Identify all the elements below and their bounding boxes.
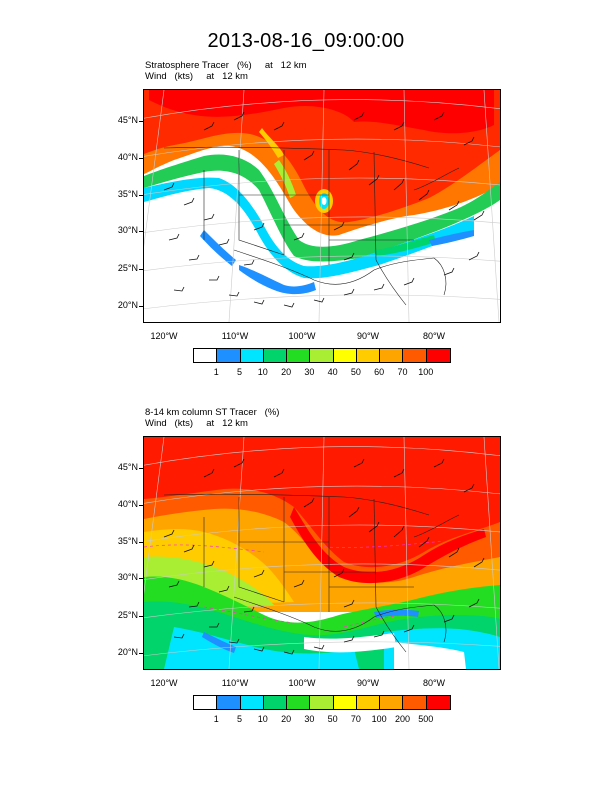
colorbar-swatch bbox=[333, 696, 357, 709]
panel2-lat-label: 35°N bbox=[98, 536, 144, 546]
colorbar-label: 10 bbox=[257, 367, 268, 377]
colorbar-label: 100 bbox=[371, 714, 387, 724]
colorbar-label: 10 bbox=[257, 714, 268, 724]
panel2-lat-label: 40°N bbox=[98, 499, 144, 509]
colorbar-swatch bbox=[194, 349, 218, 362]
panel2-colorbar bbox=[193, 695, 451, 710]
panel1-lon-label: 100°W bbox=[288, 331, 316, 341]
panel1-map bbox=[143, 89, 501, 323]
panel2-lon-label: 80°W bbox=[422, 678, 446, 688]
panel1-subtitle-field: Stratosphere Tracer (%) at 12 km bbox=[145, 60, 307, 71]
colorbar-swatch bbox=[240, 696, 264, 709]
colorbar-swatch bbox=[217, 349, 241, 362]
colorbar-label: 5 bbox=[237, 714, 243, 724]
panel1-lon-label: 110°W bbox=[221, 331, 249, 341]
colorbar-label: 20 bbox=[281, 367, 292, 377]
panel1-lat-label: 45°N bbox=[98, 115, 144, 125]
panel1-tracer-field bbox=[144, 90, 500, 322]
colorbar-label: 1 bbox=[213, 367, 219, 377]
colorbar-label: 70 bbox=[397, 367, 408, 377]
colorbar-label: 40 bbox=[327, 367, 338, 377]
colorbar-label: 30 bbox=[304, 367, 315, 377]
colorbar-swatch bbox=[426, 696, 450, 709]
panel1-lat-label: 35°N bbox=[98, 189, 144, 199]
colorbar-swatch bbox=[380, 349, 404, 362]
colorbar-swatch bbox=[217, 696, 241, 709]
colorbar-swatch bbox=[310, 696, 334, 709]
panel2-map bbox=[143, 436, 501, 670]
panel2-tracer-field bbox=[144, 437, 500, 669]
colorbar-swatch bbox=[403, 696, 427, 709]
colorbar-label: 20 bbox=[281, 714, 292, 724]
colorbar-label: 100 bbox=[418, 367, 434, 377]
panel1-lat-label: 40°N bbox=[98, 152, 144, 162]
panel2-lon-label: 120°W bbox=[150, 678, 178, 688]
panel1-lon-label: 120°W bbox=[150, 331, 178, 341]
colorbar-swatch bbox=[333, 349, 357, 362]
colorbar-swatch bbox=[403, 349, 427, 362]
panel2-lat-label: 30°N bbox=[98, 572, 144, 582]
panel1-subtitle-wind: Wind (kts) at 12 km bbox=[145, 71, 248, 82]
colorbar-label: 50 bbox=[350, 367, 361, 377]
colorbar-swatch bbox=[310, 349, 334, 362]
colorbar-swatch bbox=[240, 349, 264, 362]
panel2-lat-label: 20°N bbox=[98, 647, 144, 657]
panel2-subtitle-wind: Wind (kts) at 12 km bbox=[145, 418, 248, 429]
colorbar-label: 30 bbox=[304, 714, 315, 724]
panel1-lon-label: 90°W bbox=[356, 331, 380, 341]
colorbar-swatch bbox=[356, 696, 381, 709]
panel1-lat-label: 30°N bbox=[98, 225, 144, 235]
panel2-subtitle-field: 8-14 km column ST Tracer (%) bbox=[145, 407, 280, 418]
panel2-lon-label: 100°W bbox=[288, 678, 316, 688]
panel1-lat-label: 20°N bbox=[98, 300, 144, 310]
colorbar-swatch bbox=[380, 696, 404, 709]
colorbar-label: 50 bbox=[327, 714, 338, 724]
colorbar-swatch bbox=[194, 696, 218, 709]
colorbar-swatch bbox=[263, 696, 288, 709]
colorbar-swatch bbox=[426, 349, 450, 362]
panel2-lat-label: 45°N bbox=[98, 462, 144, 472]
colorbar-label: 1 bbox=[213, 714, 219, 724]
colorbar-label: 500 bbox=[418, 714, 434, 724]
colorbar-swatch bbox=[287, 696, 311, 709]
colorbar-label: 200 bbox=[394, 714, 410, 724]
panel1-colorbar bbox=[193, 348, 451, 363]
colorbar-label: 60 bbox=[374, 367, 385, 377]
panel1-lat-label: 25°N bbox=[98, 263, 144, 273]
panel2-lon-label: 90°W bbox=[356, 678, 380, 688]
page-title: 2013-08-16_09:00:00 bbox=[207, 30, 405, 52]
colorbar-label: 5 bbox=[237, 367, 243, 377]
colorbar-swatch bbox=[356, 349, 381, 362]
colorbar-swatch bbox=[287, 349, 311, 362]
colorbar-label: 70 bbox=[350, 714, 361, 724]
panel1-lon-label: 80°W bbox=[422, 331, 446, 341]
panel2-lat-label: 25°N bbox=[98, 610, 144, 620]
panel2-lon-label: 110°W bbox=[221, 678, 249, 688]
colorbar-swatch bbox=[263, 349, 288, 362]
